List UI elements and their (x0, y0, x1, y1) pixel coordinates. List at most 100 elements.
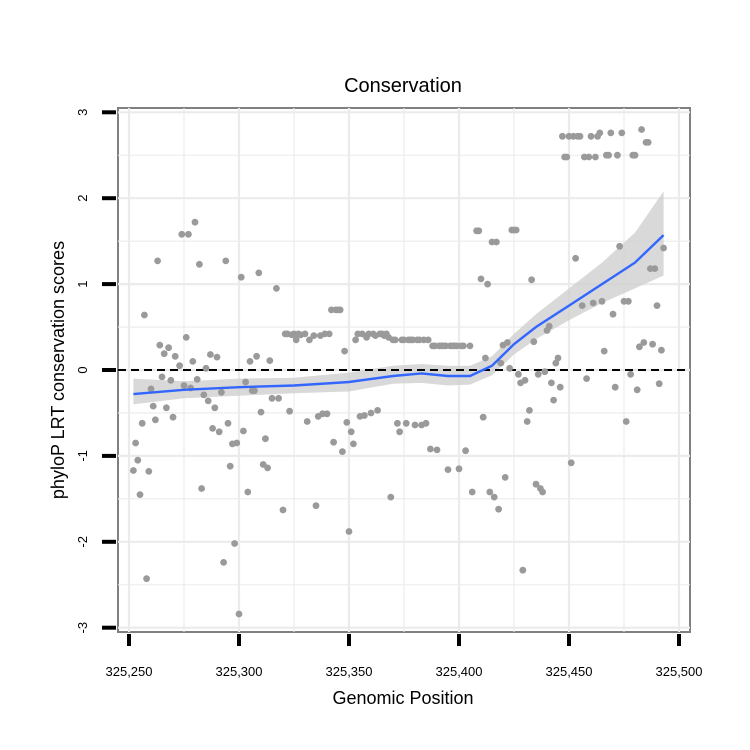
y-tick-label: 0 (75, 366, 90, 373)
data-point (495, 505, 502, 513)
y-tick-label: -3 (75, 622, 90, 634)
data-point (224, 419, 232, 427)
data-point (394, 419, 401, 427)
data-point (374, 407, 381, 414)
data-point (477, 275, 485, 283)
data-point (200, 391, 208, 399)
data-point (134, 456, 142, 464)
data-point (213, 353, 221, 361)
data-point (141, 311, 148, 319)
data-point (255, 269, 263, 277)
data-point (651, 265, 659, 272)
data-point (345, 528, 353, 535)
data-point (585, 153, 593, 161)
data-point (330, 438, 337, 446)
data-point (653, 302, 661, 309)
data-point (387, 493, 395, 501)
data-point (222, 257, 230, 265)
data-point (268, 394, 276, 402)
data-point (138, 419, 146, 427)
chart-title: Conservation (344, 75, 462, 97)
data-point (484, 280, 491, 288)
data-point (367, 409, 375, 417)
data-point (422, 419, 430, 427)
y-axis-label: phyloP LRT conservation scores (48, 241, 68, 499)
y-tick-label: -1 (75, 450, 90, 462)
data-point (193, 376, 201, 383)
data-point (539, 488, 546, 496)
data-point (528, 276, 535, 284)
data-point (466, 342, 474, 350)
y-axis: -3 -2 -1 0 1 2 3 (75, 109, 116, 634)
data-point (462, 447, 469, 455)
data-point (211, 404, 219, 412)
data-point (411, 421, 419, 429)
data-point (515, 370, 522, 378)
data-point (240, 427, 247, 435)
data-point (521, 376, 529, 384)
data-point (433, 446, 441, 454)
data-point (352, 336, 359, 344)
data-point (251, 387, 258, 394)
x-tick-label: 325,250 (106, 664, 153, 679)
data-point (325, 330, 333, 338)
data-point (169, 413, 177, 421)
data-points (130, 126, 667, 618)
data-point (640, 339, 648, 346)
data-point (339, 448, 346, 455)
data-point (167, 376, 175, 384)
data-point (589, 299, 597, 307)
data-point (242, 378, 250, 386)
data-point (266, 357, 274, 364)
data-point (273, 285, 280, 292)
data-point (444, 466, 452, 473)
confidence-band (133, 191, 664, 405)
data-point (226, 462, 234, 470)
data-point (233, 439, 241, 447)
data-point (490, 493, 498, 501)
data-point (493, 238, 500, 246)
data-point (554, 354, 562, 362)
data-point (545, 322, 553, 330)
data-point (182, 334, 190, 341)
data-point (158, 373, 166, 381)
data-point (257, 408, 265, 416)
data-point (607, 129, 615, 137)
data-point (178, 230, 186, 238)
data-point (475, 227, 483, 235)
data-point (649, 340, 656, 348)
data-point (391, 336, 399, 344)
data-point (548, 379, 555, 387)
x-tick-label: 325,350 (326, 664, 373, 679)
data-point (275, 394, 282, 402)
data-point (209, 425, 217, 432)
x-tick-label: 325,400 (436, 664, 483, 679)
data-point (638, 126, 645, 133)
confidence-band-area (133, 191, 664, 405)
data-point (253, 352, 260, 360)
y-tick-label: 3 (75, 109, 90, 116)
data-point (660, 244, 667, 252)
data-point (519, 566, 527, 574)
data-point (600, 347, 608, 355)
data-point (497, 359, 505, 367)
data-point (336, 306, 344, 314)
data-point (231, 540, 239, 547)
y-tick-label: 2 (75, 195, 90, 202)
y-tick-label: -2 (75, 536, 90, 548)
data-point (132, 439, 140, 447)
data-point (526, 407, 533, 414)
data-point (312, 502, 320, 510)
data-point (609, 310, 617, 318)
data-point (614, 151, 621, 159)
data-point (596, 129, 604, 137)
data-point (154, 257, 162, 265)
data-point (235, 610, 243, 618)
data-point (532, 480, 540, 488)
smooth-trend-line (133, 234, 665, 396)
data-point (361, 412, 368, 419)
data-point (482, 354, 489, 362)
data-point (611, 383, 619, 391)
data-point (180, 382, 188, 389)
data-point (501, 474, 509, 481)
